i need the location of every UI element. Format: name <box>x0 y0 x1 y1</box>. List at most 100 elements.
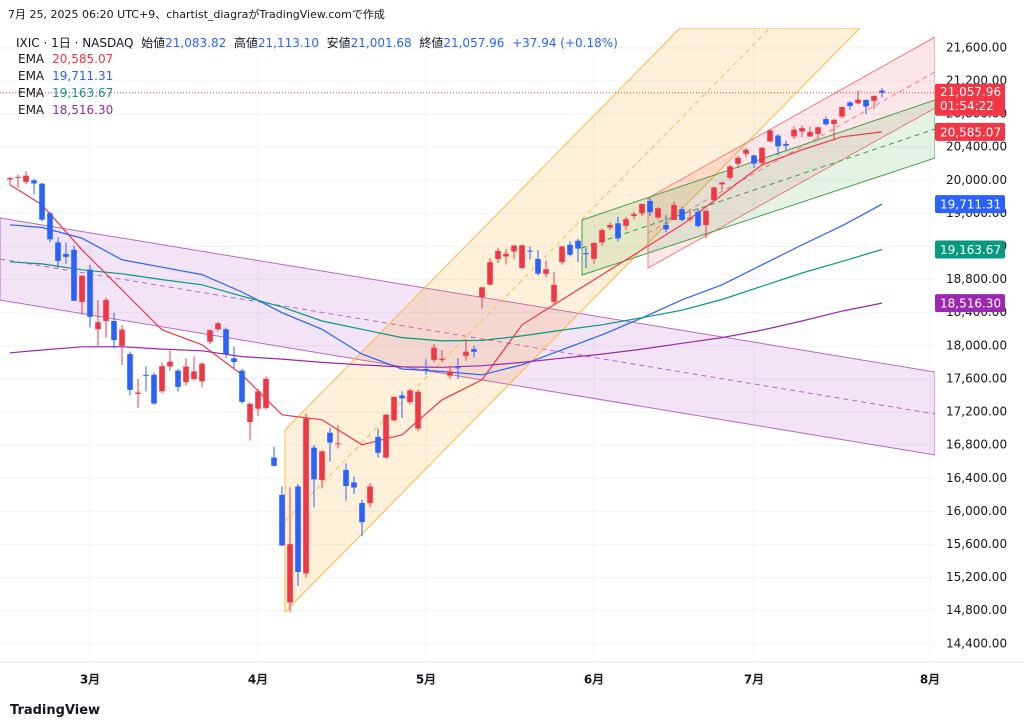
candle-body <box>567 244 573 255</box>
y-tick-label: 15,200.00 <box>946 570 1007 584</box>
candle-body <box>311 447 317 480</box>
y-tick-label: 21,600.00 <box>946 40 1007 54</box>
candle-body <box>695 211 701 227</box>
y-tick-label: 20,400.00 <box>946 140 1007 154</box>
legend-name: EMA <box>18 69 45 83</box>
candle-body <box>207 330 213 342</box>
y-tick-label: 14,800.00 <box>946 603 1007 617</box>
candle-body <box>583 253 589 255</box>
candle-body <box>751 155 757 164</box>
x-tick-label: 3月 <box>80 673 100 687</box>
symbol: IXIC · 1日 · NASDAQ <box>16 36 134 50</box>
x-tick-label: 8月 <box>920 673 940 687</box>
candle-body <box>559 246 565 263</box>
candle-body <box>319 451 325 480</box>
candle-body <box>463 351 469 356</box>
candle-body <box>279 494 285 546</box>
candle-body <box>367 486 373 504</box>
axis: 14,400.00 14,800.00 15,200.00 15,600.00 16,0… <box>0 40 1024 687</box>
legend-name: EMA <box>18 52 45 66</box>
candle-body <box>663 224 669 230</box>
candle-body <box>303 418 309 574</box>
candle-body <box>495 250 501 259</box>
price-tag <box>935 294 1005 313</box>
price-tag-label: 19,163.67 <box>940 243 1001 257</box>
candle-body <box>287 544 293 603</box>
candle-body <box>735 157 741 164</box>
candle-body <box>679 209 685 220</box>
candle-body <box>263 378 269 408</box>
candle-body <box>639 203 645 214</box>
candle-body <box>15 176 21 178</box>
candle-body <box>487 262 493 285</box>
y-tick-label: 16,800.00 <box>946 438 1007 452</box>
candle-body <box>247 403 253 422</box>
candle-body <box>519 245 525 269</box>
candle-body <box>335 443 341 445</box>
candle-body <box>95 322 101 330</box>
candle-body <box>383 414 389 458</box>
candle-body <box>631 214 637 216</box>
legend-item: EMA 18,516.30 <box>18 103 113 117</box>
price-tag <box>935 240 1005 259</box>
label: 終値 <box>419 36 444 50</box>
candle-body <box>199 363 205 382</box>
channel-mid <box>284 28 771 522</box>
candle-body <box>759 147 765 163</box>
candle-body <box>647 200 653 213</box>
candle-body <box>255 391 261 409</box>
candle-body <box>271 457 277 466</box>
candle-body <box>295 486 301 572</box>
candle-body <box>151 374 157 404</box>
candle-body <box>103 300 109 321</box>
candle-body <box>391 396 397 421</box>
legend-name: EMA <box>18 86 45 100</box>
y-tick-label: 18,800.00 <box>946 272 1007 286</box>
candle-body <box>359 503 365 523</box>
legend-name: EMA <box>18 103 45 117</box>
candle-body <box>551 284 557 302</box>
x-tick-label: 5月 <box>416 673 436 687</box>
symbol-header: IXIC · 1日 · NASDAQ 始値21,083.82 高値21,113.… <box>16 34 618 51</box>
legend-value: 20,585.07 <box>52 52 114 66</box>
candle-body <box>447 371 453 376</box>
candle-body <box>623 219 629 226</box>
legend-value: 19,163.67 <box>52 86 114 100</box>
value: 21,113.10 <box>257 36 319 50</box>
attribution: 7月 25, 2025 06:20 UTC+9、chartist_diagraが… <box>8 8 385 21</box>
candle-body <box>31 180 37 184</box>
candle-body <box>855 99 861 104</box>
candle-body <box>743 149 749 154</box>
candle-body <box>615 223 621 239</box>
channel-mid <box>581 128 935 249</box>
price-tag <box>935 122 1005 141</box>
x-tick-label: 7月 <box>744 673 764 687</box>
y-tick-label: 17,600.00 <box>946 371 1007 385</box>
candle-body <box>535 258 541 274</box>
candle-body <box>143 374 149 376</box>
price-tag-label: 21,057.96 <box>940 85 1001 99</box>
x-tick-label: 6月 <box>584 673 604 687</box>
y-tick-label: 18,000.00 <box>946 338 1007 352</box>
candle-body <box>575 240 581 249</box>
y-tick-label: 14,400.00 <box>946 636 1007 650</box>
candle-body <box>351 482 357 488</box>
ema-line <box>9 248 883 342</box>
candle-body <box>407 390 413 403</box>
series <box>0 88 935 613</box>
candle-body <box>191 371 197 379</box>
candle-body <box>127 354 133 390</box>
candle-body <box>471 349 477 352</box>
candle-body <box>839 107 845 117</box>
value: 21,001.68 <box>350 36 412 50</box>
candle-body <box>479 287 485 297</box>
candle-body <box>167 361 173 367</box>
candle-body <box>703 210 709 225</box>
candle-body <box>79 275 85 302</box>
candle-body <box>815 127 821 134</box>
candle-body <box>687 217 693 220</box>
candle-body <box>455 367 461 369</box>
candle-body <box>23 175 29 182</box>
candle-body <box>799 128 805 132</box>
